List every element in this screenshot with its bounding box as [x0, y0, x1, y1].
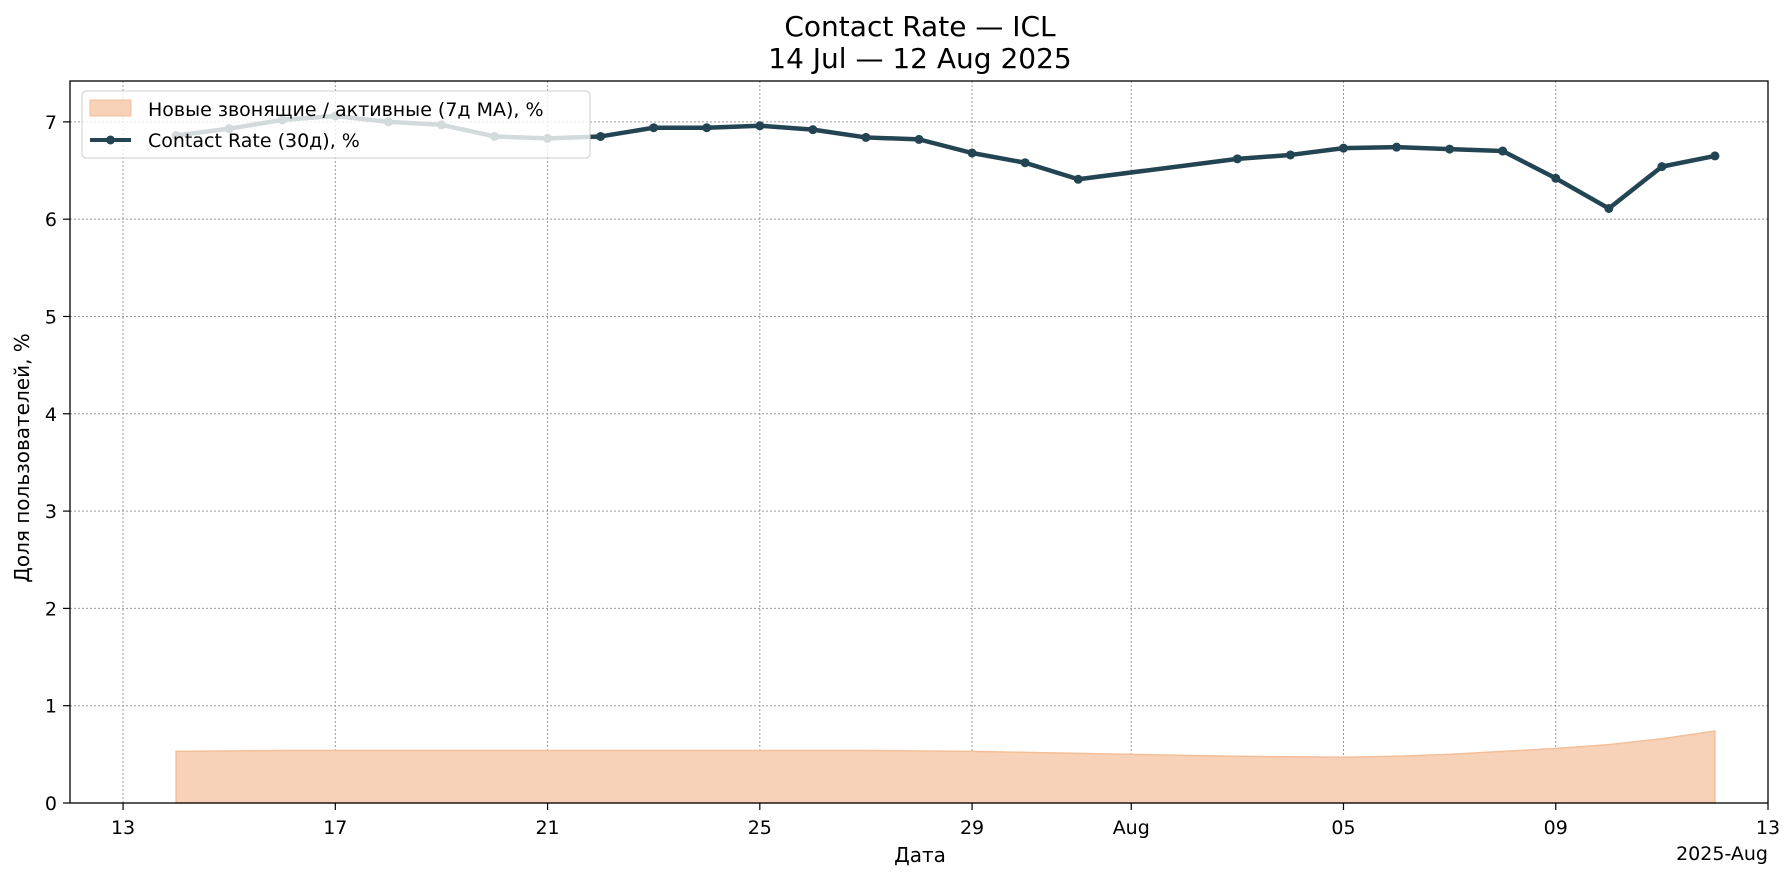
- contact-rate-point: [1073, 174, 1083, 184]
- y-tick-label: 2: [45, 598, 57, 620]
- legend-line-label: Contact Rate (30д), %: [148, 130, 360, 152]
- legend-area-swatch: [89, 99, 132, 117]
- y-tick-label: 1: [45, 696, 57, 718]
- y-tick-label: 4: [45, 404, 57, 426]
- x-axis-label: Дата: [894, 843, 946, 867]
- chart-title-line2: 14 Jul — 12 Aug 2025: [768, 42, 1071, 75]
- contact-rate-point: [808, 125, 818, 135]
- contact-rate-point: [1232, 154, 1242, 164]
- contact-rate-point: [1710, 151, 1720, 161]
- y-tick-label: 5: [45, 306, 57, 328]
- x-tick-label: 13: [1756, 817, 1780, 839]
- chart-title-line1: Contact Rate — ICL: [784, 10, 1056, 43]
- legend-area-label: Новые звонящие / активные (7д MA), %: [148, 99, 544, 121]
- contact-rate-point: [967, 148, 977, 158]
- contact-rate-point: [1551, 173, 1561, 183]
- y-tick-label: 0: [45, 793, 57, 815]
- x-tick-label: 05: [1331, 817, 1355, 839]
- x-tick-label: 09: [1544, 817, 1568, 839]
- contact-rate-point: [1339, 143, 1348, 153]
- x-tick-label: 21: [535, 817, 559, 839]
- plot-frame: [69, 80, 1769, 804]
- legend: Новые звонящие / активные (7д MA), % Con…: [81, 90, 591, 159]
- y-tick-label: 3: [45, 501, 57, 523]
- contact-rate-point: [1020, 158, 1030, 168]
- contact-rate-point: [702, 123, 712, 133]
- contact-rate-point: [755, 121, 765, 131]
- area-fill: [175, 730, 1716, 804]
- y-axis-label: Доля пользователей, %: [10, 333, 34, 583]
- contact-rate-point: [649, 123, 659, 133]
- contact-rate-point: [914, 134, 924, 144]
- x-axis-offset-label: 2025-Aug: [1676, 843, 1768, 865]
- x-tick-label: 13: [111, 817, 135, 839]
- x-tick-label: 25: [748, 817, 772, 839]
- x-tick-label: 29: [960, 817, 984, 839]
- x-tick-label: 17: [323, 817, 347, 839]
- area-series: [175, 730, 1716, 804]
- contact-rate-point: [1604, 203, 1614, 213]
- contact-rate-point: [1445, 144, 1455, 154]
- axes: 13 17 21 25 29 Aug 05 09 13 0 1 2 3 4 5 6 7: [45, 80, 1780, 839]
- contact-rate-point: [1498, 146, 1508, 156]
- contact-rate-point: [1657, 162, 1667, 172]
- contact-rate-point: [596, 131, 606, 141]
- y-tick-label: 6: [45, 209, 57, 231]
- y-tick-label: 7: [45, 112, 57, 134]
- contact-rate-point: [1392, 142, 1402, 152]
- contact-rate-point: [861, 132, 871, 142]
- legend-line-marker: [106, 135, 115, 145]
- x-tick-label: Aug: [1113, 817, 1150, 839]
- legend-frame: [81, 90, 591, 159]
- contact-rate-point: [1285, 150, 1295, 160]
